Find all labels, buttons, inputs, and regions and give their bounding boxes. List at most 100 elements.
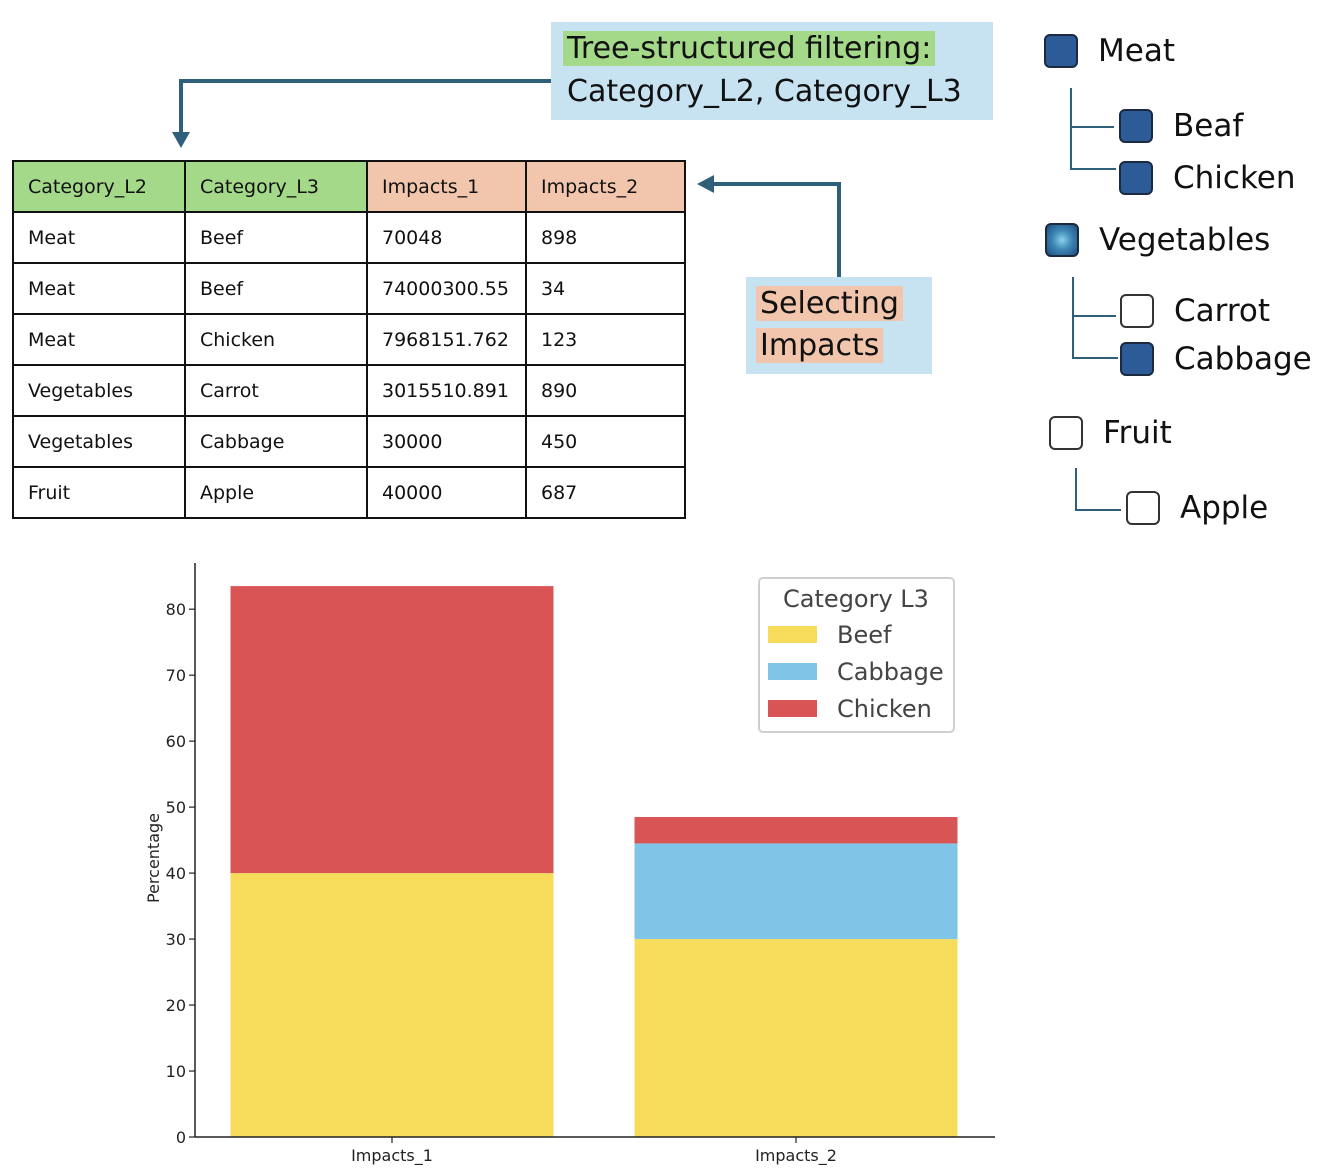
table-cell: Meat: [12, 313, 186, 366]
bar-impacts-1-beef: [230, 873, 554, 1137]
legend-box: [758, 577, 955, 733]
y-tick-label: 70: [166, 666, 186, 685]
chart-axes: 0 10 20 30 40 50 60 70 80 Impacts_1 Impacts_2 Perce…: [144, 563, 995, 1166]
tree-node-beaf[interactable]: Beaf: [1119, 108, 1243, 144]
chicken-label: Chicken: [1173, 160, 1296, 196]
impacts-arrowhead: [697, 175, 714, 193]
impacts-arrow: [712, 182, 841, 277]
table-cell: Carrot: [184, 364, 368, 417]
y-tick-label: 0: [176, 1128, 186, 1147]
x-tick-label: Impacts_2: [755, 1146, 837, 1166]
apple-label: Apple: [1180, 490, 1269, 526]
table-row: Meat Chicken 7968151.762 123: [12, 313, 686, 366]
y-tick-label: 40: [166, 864, 186, 883]
table-cell: 890: [525, 364, 686, 417]
vegetables-checkbox[interactable]: [1045, 223, 1079, 257]
y-tick-label: 20: [166, 996, 186, 1015]
beaf-checkbox[interactable]: [1119, 109, 1153, 143]
table-cell: 7968151.762: [366, 313, 527, 366]
y-tick-label: 10: [166, 1062, 186, 1081]
table-cell: Fruit: [12, 466, 186, 519]
table-cell: Chicken: [184, 313, 368, 366]
table-cell: 3015510.891: [366, 364, 527, 417]
bar-impacts-2-cabbage: [634, 843, 958, 940]
header-category-l2[interactable]: Category_L2: [12, 160, 186, 213]
apple-checkbox[interactable]: [1126, 491, 1160, 525]
tree-node-cabbage[interactable]: Cabbage: [1120, 341, 1312, 377]
tree-node-vegetables[interactable]: Vegetables: [1045, 222, 1270, 258]
meat-checkbox[interactable]: [1044, 34, 1078, 68]
table-cell: 74000300.55: [366, 262, 527, 315]
selecting-impacts-line2: Impacts: [756, 328, 884, 363]
tree-connector-vegetables: [1072, 277, 1118, 359]
tree-connector-meat-branch: [1070, 126, 1114, 128]
table-cell: Beef: [184, 262, 368, 315]
table-header-row: Category_L2 Category_L3 Impacts_1 Impact…: [12, 160, 686, 213]
legend-swatch-chicken: [768, 700, 817, 717]
tree-node-apple[interactable]: Apple: [1126, 490, 1268, 526]
table-cell: 70048: [366, 211, 527, 264]
fruit-label: Fruit: [1103, 415, 1172, 451]
table-cell: 40000: [366, 466, 527, 519]
carrot-checkbox[interactable]: [1120, 294, 1154, 328]
table-row: Fruit Apple 40000 687: [12, 466, 686, 519]
vegetables-label: Vegetables: [1099, 222, 1271, 258]
table-row: Meat Beef 70048 898: [12, 211, 686, 264]
tree-filter-callout-title: Tree-structured filtering:: [563, 31, 936, 66]
table-cell: 34: [525, 262, 686, 315]
carrot-label: Carrot: [1174, 293, 1271, 329]
tree-connector-vegetables-branch: [1072, 315, 1116, 317]
legend-title: Category L3: [783, 585, 929, 613]
tree-filter-callout: Tree-structured filtering: Category_L2, …: [551, 22, 993, 120]
beaf-label: Beaf: [1173, 108, 1244, 144]
selecting-impacts-line1: Selecting: [756, 286, 903, 321]
table-row: Vegetables Carrot 3015510.891 890: [12, 364, 686, 417]
chart-legend: Category L3 Beef Cabbage Chicken: [758, 577, 955, 733]
legend-label-beef: Beef: [837, 621, 892, 649]
table-cell: Meat: [12, 211, 186, 264]
fruit-checkbox[interactable]: [1049, 416, 1083, 450]
stacked-bar-chart: 0 10 20 30 40 50 60 70 80 Impacts_1 Impacts_2 Perce…: [144, 563, 995, 1166]
y-tick-label: 60: [166, 732, 186, 751]
meat-label: Meat: [1098, 33, 1175, 69]
legend-label-cabbage: Cabbage: [837, 658, 944, 686]
tree-node-meat[interactable]: Meat: [1044, 33, 1175, 69]
table-cell: 450: [525, 415, 686, 468]
selecting-impacts-callout: Selecting Impacts: [746, 277, 932, 374]
tree-connector-fruit: [1075, 468, 1121, 511]
table-row: Meat Beef 74000300.55 34: [12, 262, 686, 315]
data-table: Category_L2 Category_L3 Impacts_1 Impact…: [12, 160, 686, 519]
bar-impacts-2-chicken: [634, 817, 958, 844]
table-cell: Vegetables: [12, 415, 186, 468]
legend-swatch-cabbage: [768, 663, 817, 680]
table-row: Vegetables Cabbage 30000 450: [12, 415, 686, 468]
table-cell: Cabbage: [184, 415, 368, 468]
chart-bars: [230, 586, 958, 1137]
tree-filter-arrow: [179, 79, 551, 134]
header-impacts-2[interactable]: Impacts_2: [525, 160, 686, 213]
tree-node-chicken[interactable]: Chicken: [1119, 160, 1296, 196]
table-cell: 30000: [366, 415, 527, 468]
table-cell: 687: [525, 466, 686, 519]
bar-impacts-1-chicken: [230, 586, 554, 874]
tree-filter-callout-subtitle: Category_L2, Category_L3: [567, 74, 962, 109]
y-tick-label: 30: [166, 930, 186, 949]
tree-connector-meat: [1070, 88, 1116, 170]
header-impacts-1[interactable]: Impacts_1: [366, 160, 527, 213]
legend-label-chicken: Chicken: [837, 695, 932, 723]
tree-node-carrot[interactable]: Carrot: [1120, 293, 1270, 329]
cabbage-label: Cabbage: [1174, 341, 1312, 377]
legend-swatch-beef: [768, 626, 817, 643]
cabbage-checkbox[interactable]: [1120, 342, 1154, 376]
table-cell: Apple: [184, 466, 368, 519]
table-cell: Vegetables: [12, 364, 186, 417]
chicken-checkbox[interactable]: [1119, 161, 1153, 195]
header-category-l3[interactable]: Category_L3: [184, 160, 368, 213]
tree-node-fruit[interactable]: Fruit: [1049, 415, 1172, 451]
table-cell: Meat: [12, 262, 186, 315]
table-cell: 898: [525, 211, 686, 264]
tree-filter-arrowhead: [172, 132, 190, 148]
bar-impacts-2-beef: [634, 939, 958, 1137]
y-tick-label: 80: [166, 600, 186, 619]
y-axis-label: Percentage: [144, 813, 163, 903]
